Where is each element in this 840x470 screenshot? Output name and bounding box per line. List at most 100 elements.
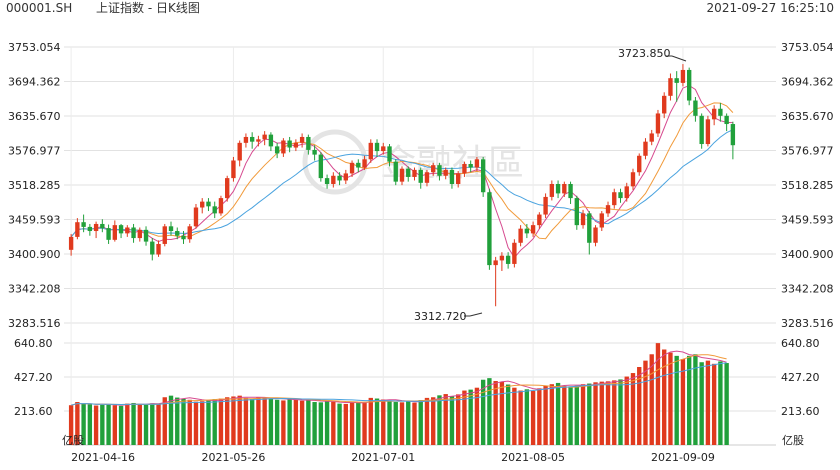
volume-bar xyxy=(537,388,542,445)
candle-body xyxy=(456,173,461,184)
volume-bar xyxy=(443,394,448,445)
volume-bar xyxy=(462,390,467,445)
date-tick: 2021-05-26 xyxy=(201,451,265,464)
price-tick-left: 3283.516 xyxy=(8,317,61,330)
candle-body xyxy=(143,229,149,242)
candle-body xyxy=(262,134,267,140)
candle-body xyxy=(181,235,186,240)
candle-body xyxy=(406,168,411,177)
candle-body xyxy=(643,141,648,156)
candle-body xyxy=(131,227,136,239)
volume-bars xyxy=(68,343,729,445)
price-tick-right: 3576.977 xyxy=(781,145,834,158)
volume-tick-right: 640.80 xyxy=(781,337,820,350)
price-tick-right: 3459.593 xyxy=(781,214,834,227)
candle-body xyxy=(668,78,673,96)
volume-bar xyxy=(693,354,698,445)
volume-bar xyxy=(605,381,611,445)
candle-body xyxy=(686,69,692,101)
candle-body xyxy=(331,175,336,184)
candle-body xyxy=(193,207,199,227)
price-tick-left: 3518.285 xyxy=(8,179,61,192)
candle-body xyxy=(293,142,299,148)
volume-unit-right: 亿股 xyxy=(782,434,804,447)
candle-body xyxy=(724,115,729,125)
candlesticks xyxy=(68,64,736,307)
volume-bar xyxy=(212,399,217,445)
volume-bar xyxy=(293,399,299,445)
price-tick-right: 3518.285 xyxy=(781,179,834,192)
volume-bar xyxy=(587,383,592,445)
volume-bar xyxy=(724,363,729,445)
candle-body xyxy=(187,226,192,240)
volume-tick-right: 213.60 xyxy=(781,405,820,418)
volume-bar xyxy=(487,378,492,445)
ma20-line xyxy=(70,129,734,238)
volume-bar xyxy=(549,384,555,445)
candle-body xyxy=(150,241,155,255)
candle-body xyxy=(730,124,736,146)
volume-bar xyxy=(118,405,124,445)
high-label: 3723.850 xyxy=(618,47,671,60)
candle-body xyxy=(499,255,505,261)
price-tick-left: 3400.900 xyxy=(8,248,61,261)
candle-body xyxy=(562,183,567,194)
volume-tick-right: 427.20 xyxy=(781,371,820,384)
candle-body xyxy=(299,136,305,143)
candle-body xyxy=(93,223,99,232)
volume-bar xyxy=(618,379,623,445)
volume-bar xyxy=(711,363,717,445)
volume-bar xyxy=(268,398,274,445)
candle-body xyxy=(118,225,124,234)
volume-bar xyxy=(187,399,192,445)
volume-bar xyxy=(668,352,673,445)
volume-bar xyxy=(418,400,423,445)
volume-bar xyxy=(349,401,355,445)
volume-bar xyxy=(356,402,361,445)
candle-body xyxy=(680,69,686,83)
volume-bar xyxy=(686,355,692,445)
volume-bar xyxy=(362,402,367,445)
date-tick: 2021-07-01 xyxy=(351,451,415,464)
volume-bar xyxy=(299,400,305,445)
volume-bar xyxy=(225,397,230,445)
candle-body xyxy=(87,226,93,232)
candle-body xyxy=(412,169,417,177)
low-leader-line xyxy=(469,312,483,317)
price-tick-left: 3576.977 xyxy=(8,145,61,158)
price-tick-right: 3753.054 xyxy=(781,41,834,54)
volume-bar xyxy=(143,404,149,445)
date-axis: 2021-04-16 2021-05-26 2021-07-01 2021-08-05… xyxy=(71,451,715,464)
volume-bar xyxy=(75,402,80,445)
volume-bar xyxy=(93,405,99,445)
volume-bar xyxy=(680,359,686,445)
volume-bar xyxy=(499,381,505,445)
volume-tick-left: 427.20 xyxy=(14,371,53,384)
volume-bar xyxy=(555,382,561,445)
volume-bar xyxy=(131,402,136,445)
candle-body xyxy=(649,133,654,142)
volume-bar xyxy=(524,389,530,445)
volume-ma-lines xyxy=(70,350,727,406)
volume-bar xyxy=(437,395,442,445)
volume-bar xyxy=(593,382,598,445)
price-tick-right: 3635.670 xyxy=(781,110,834,123)
candle-body xyxy=(175,231,180,236)
volume-bar xyxy=(256,397,261,445)
volume-bar xyxy=(175,397,180,445)
price-tick-left: 3459.593 xyxy=(8,214,61,227)
volume-bar xyxy=(206,400,211,445)
volume-bar xyxy=(718,361,723,445)
candle-body xyxy=(81,222,86,227)
candle-body xyxy=(237,142,242,161)
candle-body xyxy=(468,164,473,168)
candle-body xyxy=(518,228,523,243)
volume-bar xyxy=(68,405,74,445)
candle-body xyxy=(249,136,255,142)
candle-body xyxy=(231,160,236,179)
volume-bar xyxy=(218,398,224,445)
volume-bar xyxy=(112,405,118,445)
volume-bar xyxy=(543,385,548,445)
volume-unit-left: 亿股 xyxy=(62,434,84,447)
